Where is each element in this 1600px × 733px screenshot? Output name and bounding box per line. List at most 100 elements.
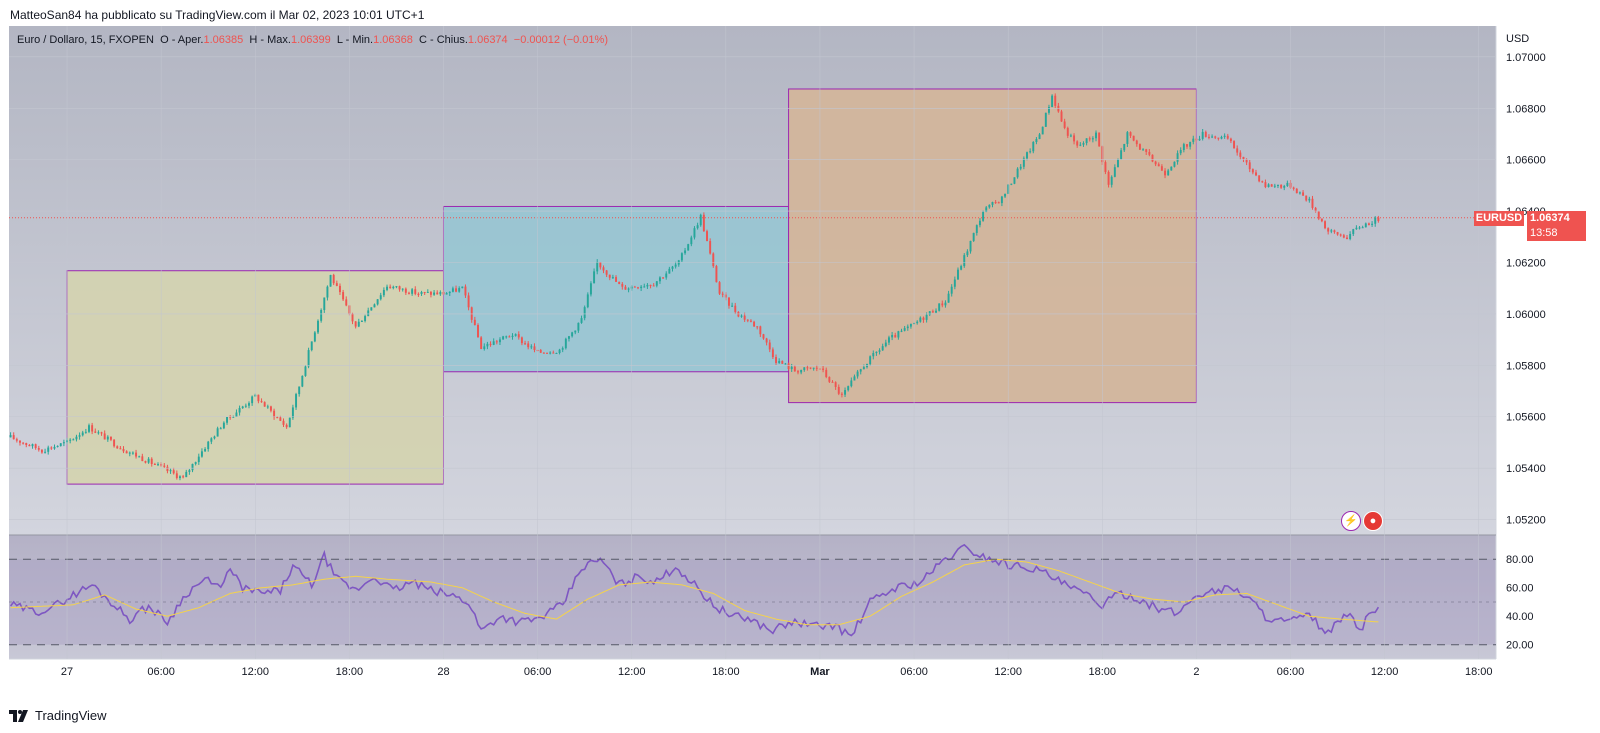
candle <box>856 369 859 379</box>
candle <box>850 377 853 388</box>
candle <box>1336 231 1339 236</box>
rsi-tick-label: 40.00 <box>1506 611 1534 623</box>
time-tick-label: 27 <box>61 666 73 678</box>
symbol-description[interactable]: Euro / Dollaro, 15, FXOPEN <box>17 34 154 46</box>
candle <box>1280 184 1283 189</box>
candle <box>715 264 718 283</box>
candle <box>411 288 414 296</box>
globe-icon[interactable]: ● <box>1363 511 1383 531</box>
candle <box>373 303 376 308</box>
candle <box>251 395 254 406</box>
candle <box>712 252 715 268</box>
candle <box>1060 109 1063 122</box>
candle <box>938 303 941 312</box>
candle <box>81 430 84 437</box>
candle <box>1000 195 1003 207</box>
candle <box>809 367 812 370</box>
candle <box>141 453 144 462</box>
candle <box>671 265 674 272</box>
candle <box>448 291 451 297</box>
candle <box>1066 126 1069 139</box>
candle <box>263 401 266 407</box>
footer-brand[interactable]: TradingView <box>35 708 107 723</box>
candle <box>828 376 831 383</box>
candle <box>304 365 307 377</box>
candle <box>78 432 81 440</box>
candle <box>135 449 138 459</box>
price-axis[interactable] <box>1496 26 1559 659</box>
candle <box>386 284 388 292</box>
candle <box>464 284 467 298</box>
candle <box>1082 141 1085 147</box>
candle <box>338 283 341 295</box>
candle <box>765 337 768 346</box>
range-box-blue[interactable] <box>442 205 790 373</box>
chart-frame[interactable]: 1.070001.068001.066001.064001.062001.060… <box>9 26 1559 697</box>
candle <box>596 259 599 275</box>
candle <box>257 394 260 404</box>
high-value: 1.06399 <box>290 34 331 46</box>
candle <box>1035 137 1038 145</box>
candle <box>593 268 596 284</box>
candle <box>1073 133 1076 145</box>
range-box-orange[interactable] <box>788 88 1197 404</box>
candle <box>875 351 878 356</box>
time-axis[interactable] <box>9 659 1559 697</box>
candle <box>436 290 439 295</box>
candle <box>1179 147 1182 156</box>
time-tick-label: 06:00 <box>1277 666 1305 678</box>
candle <box>706 229 708 242</box>
candle <box>1095 130 1097 142</box>
time-tick-label: 18:00 <box>336 666 364 678</box>
candle <box>1204 130 1207 138</box>
candle <box>771 347 774 359</box>
time-tick-label: 12:00 <box>618 666 646 678</box>
candle <box>768 339 771 353</box>
candle <box>266 404 269 409</box>
candle <box>994 200 997 204</box>
candle <box>975 224 978 236</box>
candle <box>662 276 665 279</box>
candle <box>269 405 272 413</box>
candle <box>978 218 981 228</box>
candle <box>1176 150 1179 165</box>
price-tick-label: 1.05800 <box>1506 360 1546 372</box>
candle <box>555 352 558 354</box>
candle <box>1214 135 1217 140</box>
candle <box>1229 137 1232 144</box>
candle <box>458 286 461 293</box>
candle <box>1051 94 1054 108</box>
candle <box>1022 156 1025 170</box>
candle <box>784 362 787 365</box>
candle <box>847 385 850 392</box>
candle <box>226 416 229 425</box>
candle <box>345 296 348 307</box>
candle <box>169 468 172 474</box>
low-label: L - Min. <box>336 34 374 46</box>
candle <box>56 445 59 448</box>
candle <box>624 284 627 290</box>
candle <box>690 235 693 247</box>
candle <box>1371 221 1374 227</box>
candle <box>166 464 169 474</box>
candle <box>1004 193 1007 199</box>
candle <box>379 292 382 301</box>
candle <box>1273 183 1276 189</box>
candle <box>721 291 724 298</box>
candle <box>1264 179 1267 189</box>
candle <box>1044 112 1047 128</box>
candle <box>1217 137 1220 141</box>
candle <box>34 443 37 450</box>
candle <box>680 252 683 262</box>
candle <box>1038 132 1041 140</box>
candle <box>580 315 583 324</box>
candle <box>335 280 338 287</box>
candle <box>1057 102 1060 113</box>
candle <box>696 222 699 230</box>
candle <box>182 474 185 479</box>
lightning-icon[interactable]: ⚡ <box>1341 511 1361 531</box>
candle <box>47 445 50 455</box>
candle <box>53 444 56 450</box>
candle <box>687 243 690 251</box>
candle <box>50 446 53 450</box>
